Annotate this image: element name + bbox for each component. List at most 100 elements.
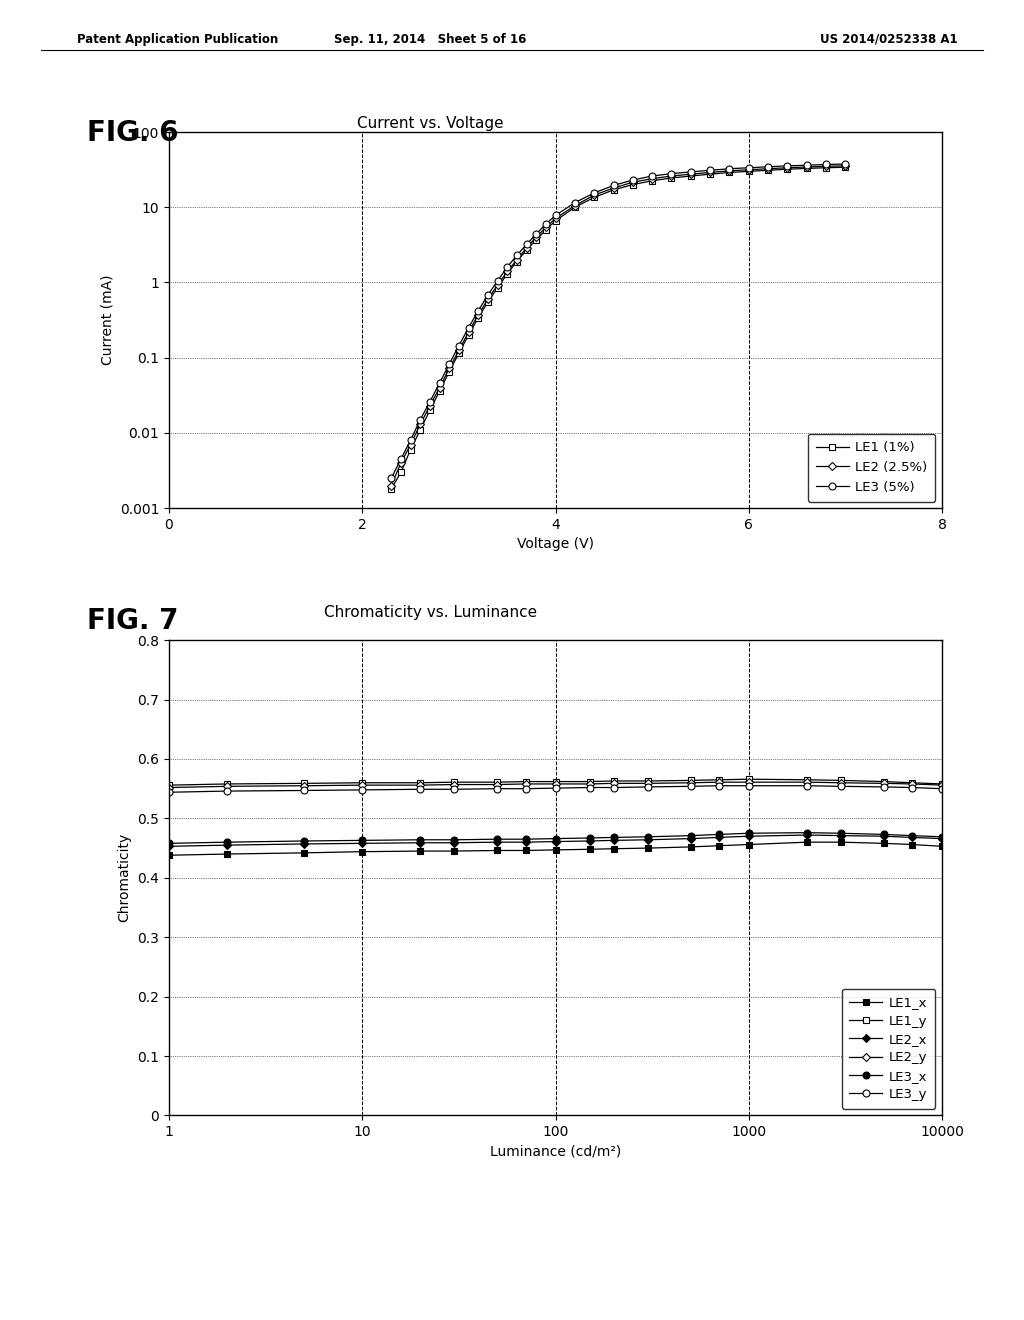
LE1_x (906, 837, 919, 853)
LE1 (1%) (481, 294, 494, 310)
LE1_y (801, 772, 813, 788)
LE3 (5%) (463, 319, 475, 335)
LE2 (2.5%) (520, 240, 532, 256)
LE3_x (415, 832, 427, 847)
LE3_y (713, 777, 725, 793)
LE1_x (684, 840, 696, 855)
LE2_x (801, 828, 813, 843)
LE2_x (742, 829, 755, 845)
LE3 (5%) (540, 216, 552, 232)
LE3 (5%) (424, 393, 436, 409)
LE1_y (713, 772, 725, 788)
LE1 (1%) (530, 232, 543, 248)
LE3 (5%) (530, 226, 543, 242)
LE3_x (642, 829, 654, 845)
LE3 (5%) (443, 356, 456, 372)
LE1_x (298, 845, 310, 861)
LE3_y (742, 777, 755, 793)
LE2 (2.5%) (394, 455, 407, 471)
LE3_y (163, 784, 175, 800)
LE3 (5%) (520, 236, 532, 252)
LE2 (2.5%) (705, 165, 717, 181)
LE3_y (607, 780, 620, 796)
LE2_y (519, 776, 531, 792)
LE3_y (298, 783, 310, 799)
LE3 (5%) (820, 157, 833, 173)
Y-axis label: Current (mA): Current (mA) (100, 275, 115, 366)
LE3_y (878, 779, 890, 795)
LE2 (2.5%) (588, 187, 600, 203)
LE2 (2.5%) (481, 292, 494, 308)
LE2 (2.5%) (568, 198, 581, 214)
LE2_y (801, 775, 813, 791)
LE1_x (642, 841, 654, 857)
LE3_x (492, 832, 504, 847)
LE2 (2.5%) (627, 174, 639, 190)
LE1_y (584, 774, 596, 789)
LE1 (1%) (568, 199, 581, 215)
LE2_x (519, 834, 531, 850)
LE1 (1%) (472, 310, 484, 326)
LE3 (5%) (385, 470, 397, 486)
LE1 (1%) (549, 213, 561, 228)
LE2_x (906, 829, 919, 845)
LE2 (2.5%) (820, 158, 833, 174)
LE2 (2.5%) (840, 158, 852, 174)
LE2_y (642, 775, 654, 791)
LE1 (1%) (762, 162, 774, 178)
LE3_x (221, 834, 233, 850)
LE3_x (801, 825, 813, 841)
LE1_y (163, 777, 175, 793)
LE3 (5%) (723, 161, 735, 177)
LE3_y (221, 783, 233, 799)
X-axis label: Voltage (V): Voltage (V) (517, 537, 594, 552)
LE2 (2.5%) (501, 264, 513, 280)
LE3_y (549, 780, 561, 796)
LE2_x (607, 833, 620, 849)
LE2_x (549, 834, 561, 850)
LE2_x (298, 836, 310, 851)
LE3 (5%) (588, 185, 600, 201)
LE3_y (584, 780, 596, 796)
LE1_y (906, 775, 919, 791)
LE1_y (298, 775, 310, 791)
LE1 (1%) (646, 173, 658, 189)
LE3 (5%) (453, 338, 465, 354)
LE1 (1%) (801, 161, 813, 177)
LE1 (1%) (463, 327, 475, 343)
LE2 (2.5%) (453, 342, 465, 358)
LE3_x (878, 826, 890, 842)
Y-axis label: Chromaticity: Chromaticity (118, 833, 132, 923)
LE1_x (835, 834, 847, 850)
Text: Sep. 11, 2014   Sheet 5 of 16: Sep. 11, 2014 Sheet 5 of 16 (334, 33, 526, 46)
LE2 (2.5%) (666, 168, 678, 183)
LE2 (2.5%) (762, 161, 774, 177)
LE1 (1%) (511, 253, 523, 269)
LE3 (5%) (481, 288, 494, 304)
LE2_x (584, 833, 596, 849)
LE3_x (713, 826, 725, 842)
LE2_x (163, 838, 175, 854)
LE3 (5%) (511, 247, 523, 263)
LE2 (2.5%) (646, 170, 658, 186)
LE3_x (835, 825, 847, 841)
LE3_x (298, 833, 310, 849)
LE1_x (221, 846, 233, 862)
LE2 (2.5%) (472, 308, 484, 323)
Legend: LE1 (1%), LE2 (2.5%), LE3 (5%): LE1 (1%), LE2 (2.5%), LE3 (5%) (808, 433, 936, 502)
LE3_y (519, 780, 531, 796)
LE1_x (584, 841, 596, 857)
LE2_x (642, 832, 654, 847)
LE3_x (549, 830, 561, 846)
LE2 (2.5%) (433, 380, 445, 396)
LE3 (5%) (568, 195, 581, 211)
LE1 (1%) (685, 168, 697, 183)
LE1_y (492, 775, 504, 791)
LE1 (1%) (666, 170, 678, 186)
LE1_y (449, 775, 461, 791)
LE2_y (607, 775, 620, 791)
LE2_y (713, 775, 725, 791)
LE1 (1%) (540, 222, 552, 238)
LE3_y (801, 777, 813, 793)
LE2 (2.5%) (530, 230, 543, 246)
